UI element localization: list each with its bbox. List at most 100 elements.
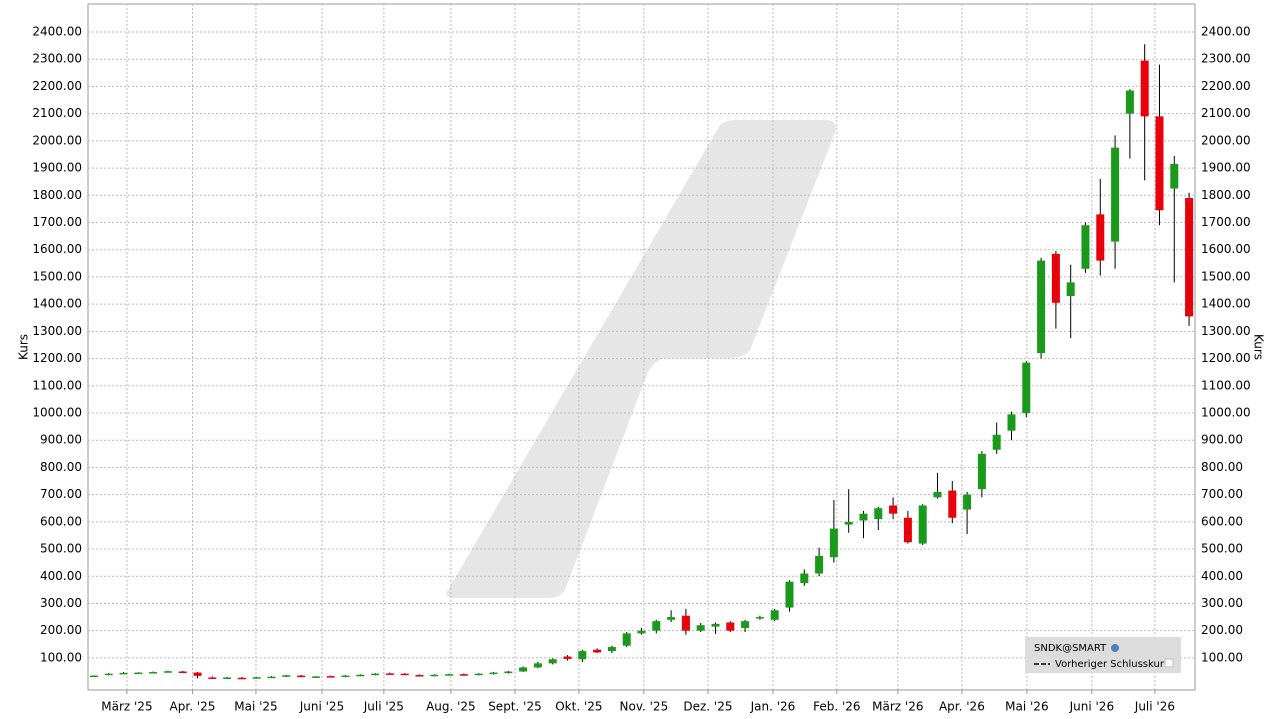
y2-tick-label: 1700.00 (1201, 215, 1251, 229)
y2-tick-label: 1000.00 (1201, 405, 1251, 419)
candle-body (119, 672, 128, 675)
y2-tick-label: 2000.00 (1201, 133, 1251, 147)
y-tick-label: 900.00 (40, 433, 82, 447)
candle-body (593, 649, 602, 653)
y-tick-label: 600.00 (40, 514, 82, 528)
legend-label: Vorheriger Schlusskurs (1055, 659, 1169, 670)
y-axis-title: Kurs (17, 334, 31, 360)
candle-body (163, 671, 172, 673)
y-tick-label: 100.00 (40, 650, 82, 664)
candle-body (341, 675, 350, 678)
candle-body (1081, 225, 1090, 269)
legend-icon (1111, 644, 1119, 652)
candle-body (282, 675, 291, 677)
candle-body (326, 676, 335, 678)
y2-tick-label: 1300.00 (1201, 324, 1251, 338)
candle-body (1155, 116, 1164, 211)
x-tick-label: März '26 (872, 700, 923, 714)
x-tick-label: Nov. '25 (620, 700, 669, 714)
y-tick-label: 700.00 (40, 487, 82, 501)
y-tick-label: 2300.00 (32, 52, 82, 66)
candle-body (1007, 414, 1016, 431)
x-tick-label: März '25 (101, 700, 152, 714)
y2-tick-label: 100.00 (1201, 650, 1243, 664)
candle-body (563, 656, 572, 659)
y-tick-label: 200.00 (40, 623, 82, 637)
y-tick-label: 2200.00 (32, 79, 82, 93)
candle-body (711, 623, 720, 627)
y-tick-label: 400.00 (40, 569, 82, 583)
candle-body (903, 517, 912, 543)
y-tick-label: 2100.00 (32, 106, 82, 120)
candle-body (237, 677, 246, 680)
x-tick-label: Mai '26 (1005, 700, 1048, 714)
y2-tick-label: 1900.00 (1201, 161, 1251, 175)
candle-body (948, 490, 957, 518)
legend-box (1025, 637, 1181, 673)
candle-body (504, 671, 513, 673)
candle-body (844, 521, 853, 525)
candle-body (933, 491, 942, 498)
candle-body (489, 672, 498, 675)
candle-body (1051, 253, 1060, 303)
candle-body (1066, 282, 1075, 296)
y2-tick-label: 300.00 (1201, 596, 1243, 610)
candle-body (829, 528, 838, 558)
candle-body (726, 622, 735, 631)
y-tick-label: 1200.00 (32, 351, 82, 365)
y2-tick-label: 500.00 (1201, 542, 1243, 556)
x-tick-label: Dez. '25 (683, 700, 732, 714)
candle-body (89, 675, 98, 678)
y-tick-label: 500.00 (40, 542, 82, 556)
candle-body (992, 434, 1001, 450)
x-tick-label: Feb. '26 (813, 700, 860, 714)
candle-body (741, 621, 750, 628)
candle-body (800, 573, 809, 584)
y2-tick-label: 1500.00 (1201, 269, 1251, 283)
x-tick-label: Juni '25 (299, 700, 344, 714)
candle-body (267, 676, 276, 679)
y2-tick-label: 1200.00 (1201, 351, 1251, 365)
grid (88, 4, 1195, 690)
y2-tick-label: 1100.00 (1201, 378, 1251, 392)
x-tick-label: Mai '25 (234, 700, 277, 714)
candle-body (977, 453, 986, 490)
candle-body (874, 508, 883, 520)
y-tick-label: 1500.00 (32, 269, 82, 283)
legend-checkbox[interactable] (1164, 658, 1174, 668)
candle-body (1170, 164, 1179, 189)
candles (89, 44, 1194, 680)
candle-body (918, 505, 927, 544)
candle-body (1185, 198, 1194, 317)
y2-tick-label: 2200.00 (1201, 79, 1251, 93)
candle-body (1096, 214, 1105, 261)
y-tick-label: 1100.00 (32, 378, 82, 392)
y-tick-label: 1700.00 (32, 215, 82, 229)
candle-body (785, 581, 794, 608)
y2-tick-label: 1800.00 (1201, 188, 1251, 202)
x-tick-label: Apr. '26 (939, 700, 985, 714)
candle-body (578, 651, 587, 660)
y-tick-label: 800.00 (40, 460, 82, 474)
x-tick-label: Juli '26 (1134, 700, 1175, 714)
y-tick-label: 1800.00 (32, 188, 82, 202)
candle-body (208, 677, 217, 679)
y-tick-label: 1000.00 (32, 405, 82, 419)
y2-tick-label: 2400.00 (1201, 25, 1251, 39)
y2-tick-label: 2100.00 (1201, 106, 1251, 120)
y2-tick-label: 400.00 (1201, 569, 1243, 583)
candle-body (311, 676, 320, 678)
candle-body (1111, 147, 1120, 242)
y2-tick-label: 900.00 (1201, 433, 1243, 447)
y2-tick-label: 1400.00 (1201, 297, 1251, 311)
candle-body (755, 617, 764, 619)
y2-tick-label: 800.00 (1201, 460, 1243, 474)
legend-series: SNDK@SMART (1034, 643, 1107, 654)
x-tick-label: Juli '25 (363, 700, 404, 714)
candle-body (178, 671, 187, 673)
y2-tick-label: 200.00 (1201, 623, 1243, 637)
candle-body (104, 673, 113, 676)
candle-body (297, 675, 306, 678)
candle-body (149, 672, 158, 674)
